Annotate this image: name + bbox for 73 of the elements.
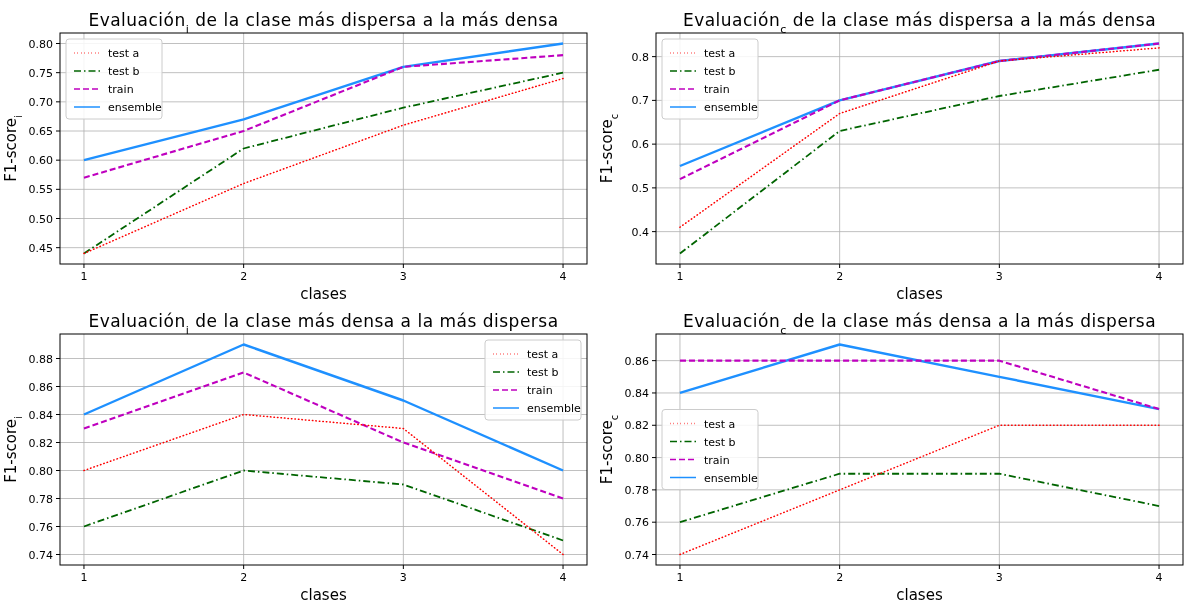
x-axis-title: clases xyxy=(300,586,347,603)
y-tick-label: 0.7 xyxy=(631,94,649,108)
y-tick-label: 0.65 xyxy=(28,125,53,138)
x-tick-label: 4 xyxy=(1155,270,1163,283)
x-tick-label: 1 xyxy=(80,571,88,584)
x-tick-label: 4 xyxy=(559,571,567,584)
legend-label: ensemble xyxy=(527,402,581,415)
y-tick-label: 0.82 xyxy=(624,419,649,433)
y-tick-label: 0.55 xyxy=(28,183,53,197)
y-tick-label: 0.80 xyxy=(624,451,649,465)
legend-label: test a xyxy=(704,417,736,431)
legend-label: ensemble xyxy=(108,101,162,114)
y-tick-label: 0.74 xyxy=(28,548,53,562)
legend-label: train xyxy=(108,83,134,96)
legend-label: ensemble xyxy=(704,101,758,114)
y-tick-label: 0.60 xyxy=(28,154,53,168)
legend-label: ensemble xyxy=(704,471,758,485)
y-tick-label: 0.88 xyxy=(28,352,53,366)
y-tick-label: 0.76 xyxy=(28,520,53,534)
x-tick-label: 2 xyxy=(240,270,248,283)
x-tick-label: 4 xyxy=(1155,571,1163,584)
y-tick-label: 0.75 xyxy=(28,66,53,80)
x-tick-label: 3 xyxy=(399,571,407,584)
y-tick-label: 0.50 xyxy=(28,212,53,226)
y-tick-label: 0.78 xyxy=(28,492,53,506)
x-axis-title: clases xyxy=(300,285,347,303)
legend-label: test a xyxy=(108,47,140,60)
y-tick-label: 0.86 xyxy=(28,380,53,394)
y-tick-label: 0.45 xyxy=(28,241,53,255)
x-axis-title: clases xyxy=(896,285,943,303)
x-tick-label: 4 xyxy=(559,270,567,283)
legend-label: train xyxy=(704,453,730,467)
y-tick-label: 0.84 xyxy=(28,408,53,422)
x-axis-title: clases xyxy=(896,586,943,603)
y-tick-label: 0.70 xyxy=(28,95,53,109)
line-series xyxy=(679,68,1160,255)
chart-title: Evaluación$_{c}$ de la clase más dispersa a la más densa xyxy=(682,10,1157,36)
chart-title: Evaluación$_{c}$ de la clase más densa a la más dispersa xyxy=(682,311,1157,337)
y-tick-label: 0.76 xyxy=(624,516,649,530)
y-tick-label: 0.80 xyxy=(28,464,53,478)
chart-title: Evaluación$_{i}$ de la clase más dispersa a la más densa xyxy=(88,10,559,36)
line-series xyxy=(679,47,1160,228)
legend-label: train xyxy=(527,384,553,397)
y-tick-label: 0.6 xyxy=(631,138,649,152)
y-tick-label: 0.8 xyxy=(631,50,649,64)
legend-label: test a xyxy=(704,47,736,60)
y-tick-label: 0.84 xyxy=(624,386,649,400)
x-tick-label: 3 xyxy=(399,270,407,283)
chart-title: Evaluación$_{i}$ de la clase más densa a la más dispersa xyxy=(88,311,559,337)
line-series xyxy=(83,413,564,556)
y-tick-label: 0.4 xyxy=(631,225,649,239)
legend-label: test b xyxy=(108,65,140,78)
x-tick-label: 1 xyxy=(676,571,684,584)
x-tick-label: 1 xyxy=(676,270,684,283)
y-tick-label: 0.78 xyxy=(624,483,649,497)
x-tick-label: 2 xyxy=(240,571,248,584)
legend-label: test a xyxy=(527,348,559,361)
line-series xyxy=(82,42,565,162)
legend-label: test b xyxy=(704,435,736,449)
x-tick-label: 3 xyxy=(995,571,1003,584)
x-tick-label: 1 xyxy=(80,270,88,283)
legend-label: test b xyxy=(704,65,736,78)
y-tick-label: 0.82 xyxy=(28,436,53,450)
legend-label: train xyxy=(704,83,730,96)
y-tick-label: 0.80 xyxy=(28,37,53,51)
x-tick-label: 2 xyxy=(836,270,844,283)
y-tick-label: 0.74 xyxy=(624,548,649,562)
x-tick-label: 2 xyxy=(836,571,844,584)
line-series xyxy=(83,469,564,542)
legend-label: test b xyxy=(527,366,559,379)
x-tick-label: 3 xyxy=(995,270,1003,283)
y-tick-label: 0.86 xyxy=(624,354,649,368)
y-tick-label: 0.5 xyxy=(631,181,649,195)
